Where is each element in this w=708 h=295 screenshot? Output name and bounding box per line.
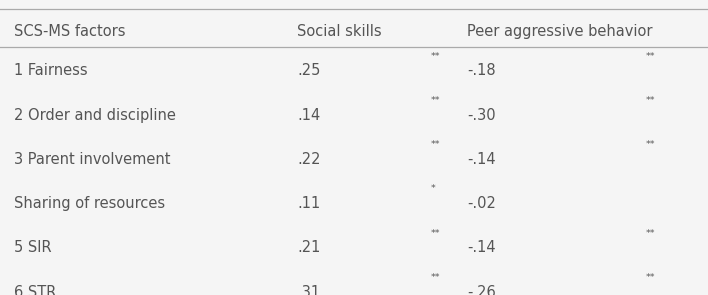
Text: .11: .11 xyxy=(297,196,321,211)
Text: Peer aggressive behavior: Peer aggressive behavior xyxy=(467,24,653,39)
Text: **: ** xyxy=(646,140,655,149)
Text: **: ** xyxy=(646,273,655,282)
Text: 2 Order and discipline: 2 Order and discipline xyxy=(14,108,176,122)
Text: -.30: -.30 xyxy=(467,108,496,122)
Text: .21: .21 xyxy=(297,240,321,255)
Text: **: ** xyxy=(431,52,440,60)
Text: -.26: -.26 xyxy=(467,285,496,295)
Text: 1 Fairness: 1 Fairness xyxy=(14,63,88,78)
Text: **: ** xyxy=(431,96,440,105)
Text: **: ** xyxy=(431,140,440,149)
Text: .31: .31 xyxy=(297,285,321,295)
Text: -.14: -.14 xyxy=(467,240,496,255)
Text: *: * xyxy=(431,184,436,193)
Text: -.18: -.18 xyxy=(467,63,496,78)
Text: .22: .22 xyxy=(297,152,321,167)
Text: -.14: -.14 xyxy=(467,152,496,167)
Text: **: ** xyxy=(431,273,440,282)
Text: 5 SIR: 5 SIR xyxy=(14,240,52,255)
Text: **: ** xyxy=(431,229,440,237)
Text: **: ** xyxy=(646,96,655,105)
Text: 6 STR: 6 STR xyxy=(14,285,57,295)
Text: Sharing of resources: Sharing of resources xyxy=(14,196,165,211)
Text: .25: .25 xyxy=(297,63,321,78)
Text: 3 Parent involvement: 3 Parent involvement xyxy=(14,152,171,167)
Text: .14: .14 xyxy=(297,108,321,122)
Text: -.02: -.02 xyxy=(467,196,496,211)
Text: Social skills: Social skills xyxy=(297,24,382,39)
Text: **: ** xyxy=(646,52,655,60)
Text: **: ** xyxy=(646,229,655,237)
Text: SCS-MS factors: SCS-MS factors xyxy=(14,24,125,39)
